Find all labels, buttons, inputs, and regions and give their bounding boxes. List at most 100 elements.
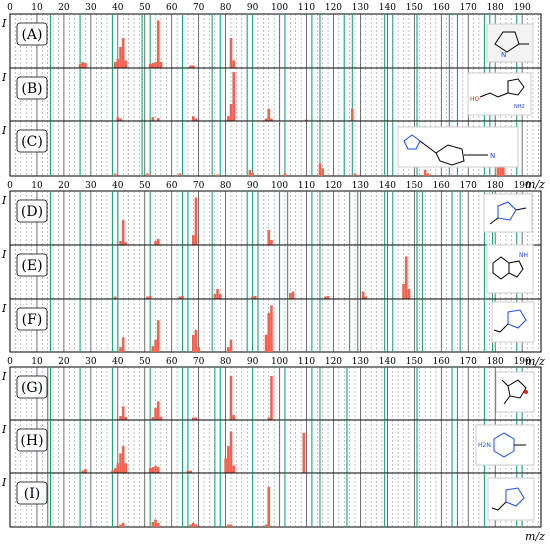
spectrum-peak-bar	[119, 524, 122, 527]
spectrum-peak-bar	[154, 62, 157, 68]
tick-label: 20	[58, 181, 70, 191]
spectrum-peak-bar	[191, 334, 195, 352]
spectrum-peak-bar	[116, 463, 120, 473]
structure-I	[487, 477, 535, 521]
y-axis-label: I	[1, 71, 7, 84]
spectrum-peak-bar	[321, 168, 324, 176]
spectrum-peak-bar	[178, 173, 182, 176]
tick-label: 130	[352, 181, 369, 191]
spectrum-peak-bar	[305, 119, 308, 121]
panel-label: (C)	[21, 134, 43, 150]
group-2: 0 10 20 30 40 50 60 70 80 90 100 110 120 130 140 150 160…	[1, 181, 545, 368]
tick-label: 90	[247, 357, 259, 367]
spectrum-peak-bar	[267, 417, 271, 420]
panel-A: (A) I	[1, 13, 542, 69]
spectrum-peak-bar	[151, 346, 155, 352]
tick-label: 60	[166, 357, 178, 367]
spectrum-peak-bar	[267, 312, 271, 352]
panel-B: (B) I	[1, 67, 542, 122]
spectrum-peak-bar	[154, 465, 157, 473]
spectrum-peak-bar	[121, 38, 125, 68]
tick-label: 40	[112, 181, 124, 191]
panel-frame	[9, 67, 542, 122]
tick-label: 190	[514, 181, 531, 191]
spectrum-peak-bar	[154, 241, 157, 245]
panel-label-box	[16, 129, 48, 153]
tick-label: 100	[271, 3, 288, 13]
spectrum-peak-bar	[264, 118, 268, 121]
tick-label: 150	[406, 3, 423, 13]
tick-label: 110	[298, 181, 315, 191]
spectrum-peak-bar	[270, 305, 273, 352]
spectrum-peak-bar	[270, 240, 273, 245]
spectrum-peak-bar	[324, 296, 327, 299]
spectrum-peak-bar	[229, 339, 233, 352]
svg-text:NH2: NH2	[514, 104, 525, 110]
tick-label: 80	[220, 181, 232, 191]
axis-ticks-group-2: 0 10 20 30 40 50 60 70 80 90 100 110 120 130 140 150 160…	[7, 181, 531, 191]
y-axis-label: I	[1, 124, 7, 137]
spectrum-peak-bar	[116, 59, 120, 68]
spectrum-peak-bar	[156, 239, 160, 245]
y-axis-label: I	[1, 302, 7, 315]
tick-label: 180	[487, 181, 504, 191]
panel-label-box	[16, 253, 48, 277]
spectrum-peak-bar	[194, 417, 198, 420]
spectrum-peak-bar	[496, 163, 500, 176]
axis-ticks-group-3: 0 10 20 30 40 50 60 70 80 90 100 110 120 130 140 150 160…	[7, 357, 531, 367]
spectrum-peak-bar	[148, 468, 152, 473]
tick-label: 0	[7, 357, 13, 367]
tick-label: 30	[85, 357, 97, 367]
spectrum-peak-bar	[121, 446, 125, 473]
spectrum-peak-bar	[361, 291, 365, 299]
structure-B: HO NH2	[467, 72, 532, 116]
spectrum-peak-bar	[189, 470, 192, 473]
spectrum-peak-bar	[191, 417, 195, 420]
spectrum-peak-bar	[156, 467, 160, 473]
tick-label: 140	[379, 181, 396, 191]
tick-label: 110	[298, 3, 315, 13]
spectrum-peak-bar	[326, 296, 330, 299]
structure-A: N	[486, 23, 534, 63]
tick-label: 130	[352, 3, 369, 13]
spectrum-peak-bar	[191, 235, 195, 245]
spectrum-peak-bar	[251, 172, 254, 176]
spectrum-peak-bar	[353, 173, 357, 176]
tick-label: 0	[7, 181, 13, 191]
spectrum-peak-bar	[78, 64, 82, 68]
spectrum-peak-bar	[194, 524, 198, 527]
spectrum-peak-bar	[289, 293, 292, 299]
spectrum-peak-bar	[213, 294, 217, 299]
spectrum-peak-bar	[218, 294, 222, 299]
spectrum-peak-bar	[229, 38, 233, 68]
tick-label: 190	[514, 3, 531, 13]
panel-label: (G)	[21, 380, 43, 396]
spectrum-peak-bar	[113, 62, 117, 68]
tick-label: 40	[112, 3, 124, 13]
spectrum-peak-bar	[186, 470, 190, 473]
panel-label-box	[16, 76, 48, 100]
spectrum-peak-bar	[124, 60, 128, 68]
panel-frame	[9, 298, 542, 353]
panel-I: (I) I	[1, 472, 542, 528]
tick-label: 130	[352, 357, 369, 367]
spectrum-peak-bar	[423, 169, 427, 176]
group-3: 0 10 20 30 40 50 60 70 80 90 100 110 120 130 140 150 160…	[1, 357, 545, 543]
panel-label: (D)	[21, 204, 43, 220]
tick-label: 0	[7, 3, 13, 13]
spectrum-peak-bar	[154, 407, 157, 420]
tick-label: 50	[139, 181, 151, 191]
spectrum-peak-bar	[159, 417, 163, 420]
panel-label: (H)	[20, 433, 43, 449]
spectrum-peak-bar	[156, 401, 160, 420]
y-axis-label: I	[1, 370, 7, 383]
spectrum-peak-bar	[191, 65, 195, 68]
spectrum-peak-bar	[156, 320, 160, 352]
spectrum-peak-bar	[146, 173, 149, 176]
spectrum-peak-bar	[119, 416, 122, 420]
panel-label: (E)	[21, 258, 42, 274]
tick-label: 160	[433, 3, 450, 13]
spectrum-peak-bar	[156, 523, 160, 527]
tick-label: 150	[406, 181, 423, 191]
